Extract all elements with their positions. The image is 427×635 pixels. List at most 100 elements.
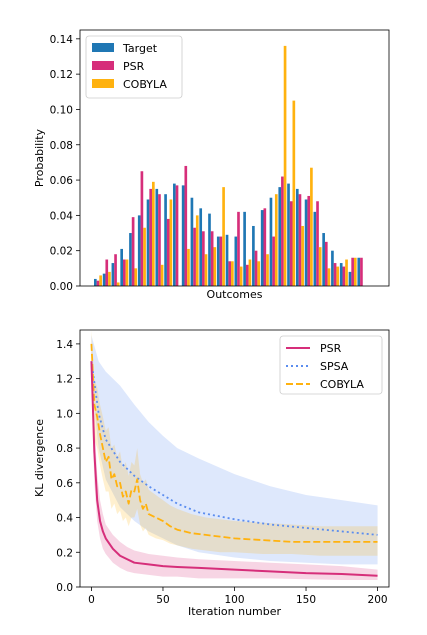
legend-label: COBYLA xyxy=(123,78,167,91)
bar-target xyxy=(190,197,194,286)
bar-cobyla xyxy=(143,227,146,286)
y-tick-label: 0.02 xyxy=(50,246,73,258)
line-legend-box xyxy=(279,335,383,395)
bar-cobyla xyxy=(231,261,234,286)
bar-target xyxy=(287,183,290,286)
y-tick-label: 1.2 xyxy=(56,374,73,386)
x-tick-label: 100 xyxy=(224,594,244,606)
y-tick-label: 0.10 xyxy=(50,104,73,116)
bar-psr xyxy=(202,231,205,286)
bar-psr xyxy=(219,236,223,286)
bar-legend: Target PSR COBYLA xyxy=(85,35,183,99)
x-tick-label: 200 xyxy=(368,594,388,606)
bar-psr xyxy=(281,176,284,286)
bar-target xyxy=(304,199,308,286)
bar-target xyxy=(243,211,246,286)
bar-cobyla xyxy=(292,100,296,287)
bar-cobyla xyxy=(327,268,331,286)
y-tick-label: 0.8 xyxy=(56,443,73,455)
bar-target xyxy=(199,208,203,286)
y-tick-label: 0.4 xyxy=(56,513,73,525)
bar-cobyla xyxy=(160,264,164,286)
bar-cobyla xyxy=(169,199,173,286)
y-tick-label: 0.04 xyxy=(50,210,74,222)
bar-target xyxy=(260,210,264,286)
bar-cobyla xyxy=(116,282,120,286)
bar-cobyla xyxy=(257,261,261,286)
bar-psr xyxy=(158,194,161,286)
bar-cobyla xyxy=(345,259,348,286)
bar-y-axis-label: Probability xyxy=(33,128,46,187)
bar-target xyxy=(208,213,211,286)
legend-label: SPSA xyxy=(320,360,349,373)
line-psr xyxy=(90,361,378,577)
bar-cobyla xyxy=(239,266,243,286)
bar-cobyla xyxy=(152,181,155,286)
bar-psr xyxy=(324,241,328,286)
bar-target xyxy=(120,248,123,286)
bar-target xyxy=(357,257,361,286)
x-tick-label: 0 xyxy=(88,594,95,606)
legend-swatch xyxy=(92,61,114,70)
band-spsa xyxy=(91,335,378,565)
y-tick-label: 0.12 xyxy=(50,69,73,81)
y-tick-label: 1.0 xyxy=(56,408,73,420)
bar-target xyxy=(252,225,255,286)
bar-psr xyxy=(131,217,135,286)
bar-psr xyxy=(228,261,232,286)
bar-target xyxy=(164,194,167,286)
bar-psr xyxy=(333,263,337,286)
y-tick-label: 0.0 xyxy=(56,582,73,594)
y-tick-label: 1.4 xyxy=(56,339,73,351)
bar-psr xyxy=(149,188,153,286)
bar-cobyla xyxy=(266,254,269,286)
bar-psr xyxy=(114,254,117,286)
legend-swatch xyxy=(92,79,114,88)
bar-cobyla xyxy=(283,45,287,286)
bar-psr xyxy=(298,194,302,286)
bar-psr xyxy=(184,165,188,286)
bar-psr xyxy=(96,280,100,286)
bar-target xyxy=(146,199,150,286)
bar-target xyxy=(331,250,334,286)
line-cobyla xyxy=(90,343,378,543)
bar-target xyxy=(295,188,299,286)
bar-target xyxy=(173,183,176,286)
bar-cobyla xyxy=(204,254,208,286)
bar-target xyxy=(94,278,97,286)
bar-psr xyxy=(210,231,214,286)
bar-cobyla xyxy=(222,187,225,286)
bar-target xyxy=(322,233,325,286)
bar-target xyxy=(234,236,238,286)
bar-psr xyxy=(316,201,319,286)
bar-target xyxy=(216,236,220,286)
legend-label: PSR xyxy=(320,342,342,355)
bar-psr xyxy=(360,257,363,286)
line-x-axis: 0 50 100 150 200 xyxy=(88,587,388,606)
bar-target xyxy=(181,185,185,286)
bar-psr xyxy=(166,218,170,286)
bar-target xyxy=(269,197,273,286)
bar-psr xyxy=(307,195,311,286)
x-tick-label: 150 xyxy=(296,594,316,606)
y-tick-label: 0.00 xyxy=(50,281,73,293)
bar-psr xyxy=(193,227,196,286)
bar-series-group xyxy=(94,45,363,287)
bar-cobyla xyxy=(310,167,313,286)
bar-target xyxy=(137,215,141,286)
bar-target xyxy=(129,233,132,286)
legend-swatch xyxy=(92,43,114,52)
legend-label: COBYLA xyxy=(320,378,364,391)
bar-target xyxy=(348,271,352,286)
x-tick-label: 50 xyxy=(156,594,169,606)
bar-target xyxy=(102,273,106,286)
bar-cobyla xyxy=(213,247,217,286)
y-tick-label: 0.06 xyxy=(50,175,74,187)
y-tick-label: 0.08 xyxy=(50,140,73,152)
bar-psr xyxy=(272,236,275,286)
bar-cobyla xyxy=(336,266,340,286)
bar-target xyxy=(111,263,115,286)
bar-psr xyxy=(254,250,258,286)
bar-cobyla xyxy=(125,259,129,286)
line-legend: PSR SPSA COBYLA xyxy=(279,335,383,395)
